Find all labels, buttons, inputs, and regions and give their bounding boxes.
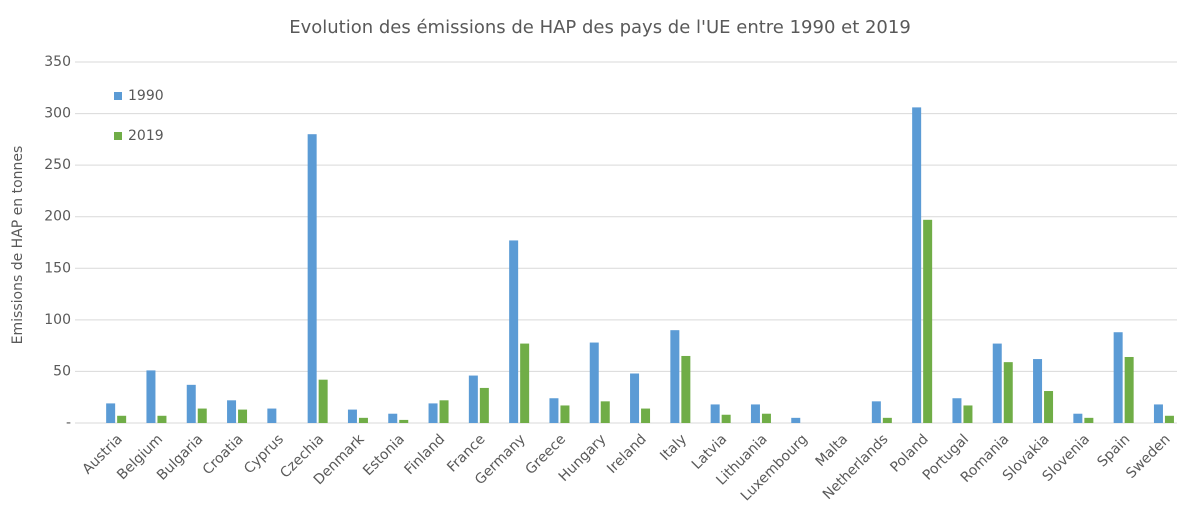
- bar: [681, 355, 691, 423]
- bar: [479, 387, 489, 423]
- bar: [1033, 359, 1043, 423]
- y-tick-label: 300: [44, 106, 71, 122]
- bar: [1164, 415, 1174, 423]
- y-tick-label: 50: [53, 363, 71, 379]
- bar: [347, 409, 357, 423]
- bar: [106, 403, 116, 423]
- y-tick-label: 350: [44, 54, 71, 70]
- x-tick-label: Finland: [402, 431, 449, 478]
- y-tick-label: 100: [44, 312, 71, 328]
- bar: [963, 405, 973, 423]
- bar: [1153, 404, 1163, 423]
- bar: [630, 373, 640, 423]
- bar: [318, 379, 328, 423]
- bar: [439, 400, 449, 423]
- x-tick-label: Malta: [813, 431, 852, 470]
- bar: [468, 375, 478, 423]
- legend-swatch: [114, 132, 122, 140]
- y-axis-title: Emissions de HAP en tonnes: [10, 146, 26, 345]
- y-tick-label: 200: [44, 209, 71, 225]
- bar: [197, 408, 207, 423]
- x-tick-label: Croatia: [200, 431, 247, 478]
- bar: [117, 415, 127, 423]
- y-tick-label: 150: [44, 260, 71, 276]
- legend-label: 1990: [128, 88, 164, 104]
- bar: [641, 408, 651, 423]
- bar: [358, 417, 368, 423]
- bar: [912, 107, 922, 423]
- bar: [952, 398, 962, 423]
- y-tick-label: 250: [44, 157, 71, 173]
- bar: [992, 343, 1002, 423]
- bar: [1124, 356, 1134, 423]
- x-tick-label: Spain: [1094, 431, 1133, 470]
- bar: [388, 413, 398, 423]
- bar: [761, 413, 771, 423]
- bar: [750, 404, 760, 423]
- bar: [1003, 362, 1013, 423]
- legend-label: 2019: [128, 128, 164, 144]
- bar: [721, 414, 731, 423]
- bar: [1113, 332, 1123, 423]
- chart-title: Evolution des émissions de HAP des pays …: [289, 17, 911, 38]
- x-tick-label: Sweden: [1123, 431, 1173, 481]
- bar: [1084, 417, 1094, 423]
- bar: [589, 342, 599, 423]
- bar: [520, 343, 530, 423]
- bar: [509, 240, 519, 423]
- bar: [157, 415, 167, 423]
- bar: [710, 404, 720, 423]
- bar: [186, 384, 196, 423]
- bar: [399, 419, 409, 423]
- bar: [146, 370, 156, 423]
- bar: [923, 219, 933, 423]
- bar: [549, 398, 559, 423]
- bar: [1073, 413, 1083, 423]
- bar: [267, 408, 277, 423]
- bar: [1044, 391, 1054, 423]
- bar: [560, 405, 570, 423]
- x-tick-label: Italy: [657, 431, 690, 464]
- x-tick-label: Ireland: [604, 431, 650, 477]
- bar: [670, 330, 680, 423]
- x-tick-label: Estonia: [360, 431, 408, 479]
- bar: [871, 401, 881, 423]
- legend-swatch: [114, 92, 122, 100]
- bar: [307, 134, 317, 423]
- y-tick-label: -: [66, 415, 71, 431]
- bar: [882, 417, 892, 423]
- bar: [428, 403, 438, 423]
- bar: [227, 400, 237, 423]
- bar: [791, 417, 801, 423]
- bar: [238, 409, 248, 423]
- bar: [600, 401, 610, 423]
